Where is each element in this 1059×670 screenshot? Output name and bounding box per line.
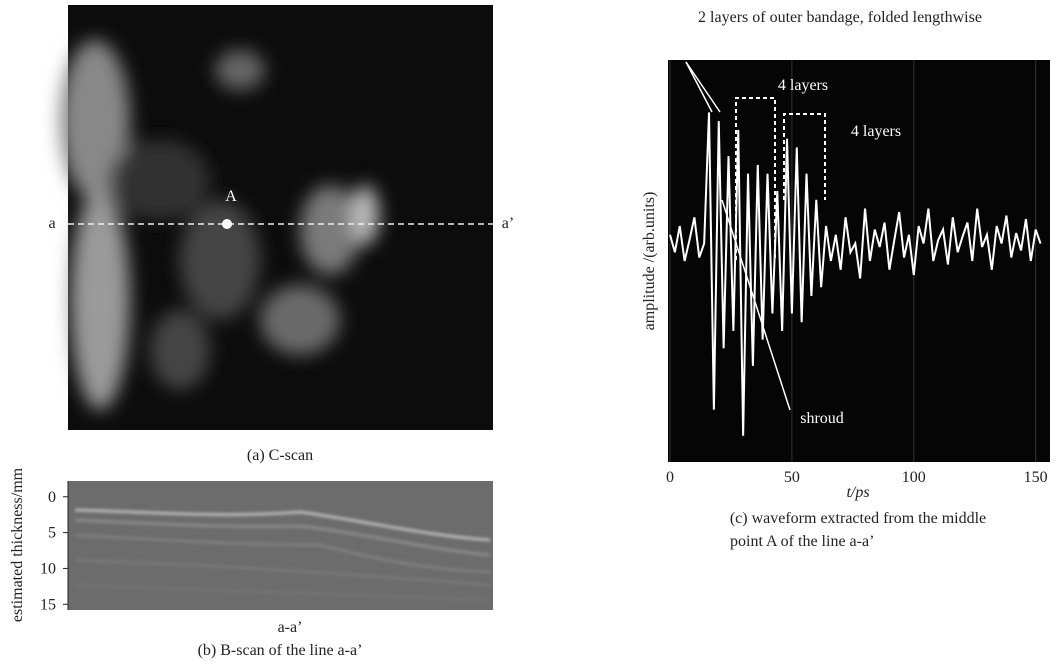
- y-tick-label: 15: [40, 596, 56, 613]
- plot: [669, 60, 1042, 462]
- y-axis-label: estimated thickness/mm: [9, 467, 26, 622]
- caption: (a) C-scan: [247, 447, 313, 464]
- cut-start-label: a: [48, 215, 55, 232]
- y-axis-label: amplitude /(arb.units): [641, 192, 658, 331]
- y-tick-label: 0: [48, 489, 56, 506]
- point-label: A: [225, 188, 237, 205]
- annotation-shapes: [685, 61, 826, 411]
- x-tick-label: 150: [1024, 469, 1048, 486]
- annotation: shroud: [800, 410, 844, 427]
- annotation: 4 layers: [778, 77, 828, 94]
- c-scan-image: [60, 5, 493, 430]
- x-tick-label: 100: [902, 469, 926, 486]
- x-tick-label: 50: [784, 469, 800, 486]
- caption: (c) waveform extracted from the middle: [730, 510, 986, 527]
- x-tick-label: 0: [666, 469, 674, 486]
- caption: point A of the line a-a’: [730, 533, 874, 550]
- cut-end-label: a’: [502, 215, 514, 232]
- y-tick-label: 10: [40, 560, 56, 577]
- y-tick-label: 5: [48, 525, 56, 542]
- x-axis-label: a-a’: [278, 619, 303, 636]
- caption: (b) B-scan of the line a-a’: [198, 642, 363, 659]
- x-axis-label: t/ps: [846, 484, 869, 501]
- annotation: 4 layers: [851, 123, 901, 140]
- waveform-line: [669, 112, 1042, 436]
- chart-title: 2 layers of outer bandage, folded length…: [698, 9, 982, 26]
- b-scan-image: [68, 481, 493, 610]
